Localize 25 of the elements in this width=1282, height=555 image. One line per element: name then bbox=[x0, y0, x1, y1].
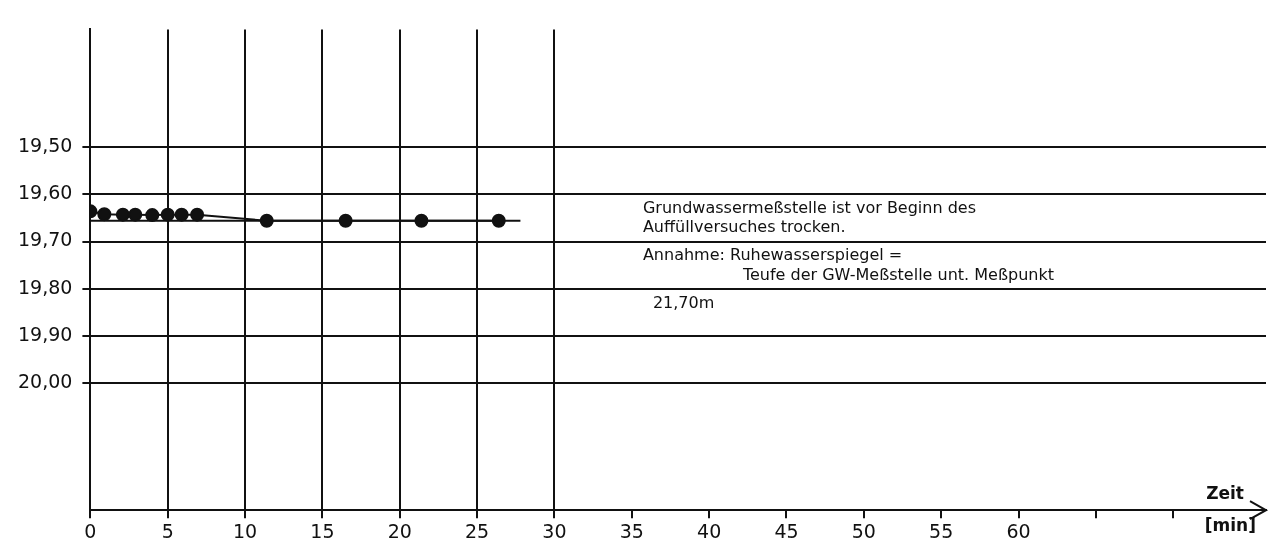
x-tick-label: 0 bbox=[84, 519, 97, 542]
x-tick-label: 60 bbox=[1006, 519, 1031, 542]
y-tick-label: 19,60 bbox=[17, 181, 73, 204]
x-tick-label: 5 bbox=[161, 519, 174, 542]
annotation: Grundwassermeßstelle ist vor Beginn des bbox=[642, 197, 977, 217]
annotation: Auffüllversuches trocken. bbox=[642, 217, 846, 237]
x-tick-label: 25 bbox=[465, 519, 490, 542]
x-tick-label: 55 bbox=[929, 519, 954, 542]
annotation: 21,70m bbox=[652, 292, 715, 312]
x-tick-label: 30 bbox=[542, 519, 567, 542]
x-tick-label: 40 bbox=[697, 519, 722, 542]
x-tick-label: 35 bbox=[619, 519, 644, 542]
x-tick-label: 10 bbox=[232, 519, 258, 542]
annotation: Annahme: Ruhewasserspiegel = bbox=[642, 244, 903, 264]
y-tick-label: 20,00 bbox=[17, 369, 73, 392]
y-tick-label: 19,90 bbox=[17, 322, 73, 345]
x-tick-label: 20 bbox=[387, 519, 412, 542]
x-tick-label: 50 bbox=[851, 519, 876, 542]
y-tick-label: 19,50 bbox=[17, 134, 73, 157]
y-tick-label: 19,70 bbox=[17, 228, 73, 251]
annotation: Teufe der GW-Meßstelle unt. Meßpunkt bbox=[741, 264, 1054, 284]
y-tick-label: 19,80 bbox=[17, 275, 73, 298]
x-tick-label: 45 bbox=[774, 519, 799, 542]
x-axis-title: Zeit [min] bbox=[1204, 482, 1256, 535]
x-tick-label: 15 bbox=[310, 519, 335, 542]
